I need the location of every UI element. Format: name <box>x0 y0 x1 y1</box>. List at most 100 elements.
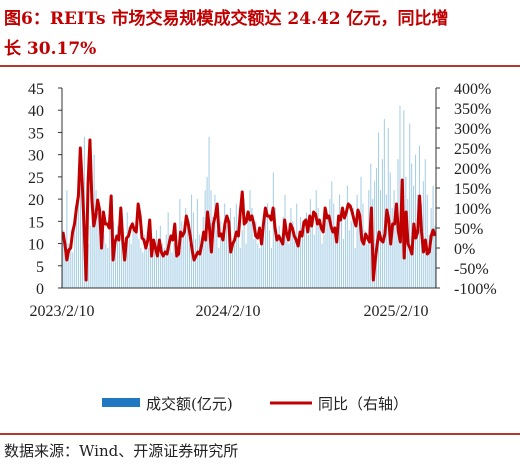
volume-bar <box>136 216 138 288</box>
volume-bar <box>157 252 159 288</box>
volume-bar <box>278 225 280 288</box>
volume-bar <box>344 216 346 288</box>
volume-bar <box>95 190 97 288</box>
volume-bar <box>366 243 368 288</box>
volume-bar <box>311 216 313 288</box>
volume-bar <box>101 230 103 288</box>
volume-bar <box>333 203 335 288</box>
volume-bar <box>202 216 204 288</box>
volume-bar <box>216 230 218 288</box>
volume-bar <box>270 248 272 288</box>
volume-bar <box>321 243 323 288</box>
volume-bar <box>268 230 270 288</box>
volume-bar <box>138 239 140 288</box>
x-tick-label: 2023/2/10 <box>30 303 95 320</box>
volume-bar <box>152 239 154 288</box>
volume-bar <box>424 159 426 288</box>
volume-bar <box>239 248 241 288</box>
volume-bar <box>302 225 304 288</box>
volume-bar <box>224 203 226 288</box>
volume-bar <box>124 252 126 288</box>
volume-bar <box>107 248 109 288</box>
volume-bar <box>153 248 156 288</box>
y-left-tick-label: 0 <box>36 281 44 298</box>
source-note: 数据来源：Wind、开源证券研究所 <box>4 442 239 460</box>
volume-bar <box>159 225 161 288</box>
volume-bar <box>218 248 220 288</box>
volume-bar <box>290 208 292 288</box>
volume-bar <box>422 181 424 288</box>
volume-bar <box>245 243 247 288</box>
volume-bar <box>387 128 389 288</box>
title-line-2: 长 30.17% <box>4 39 97 59</box>
volume-bar <box>266 203 269 288</box>
volume-bar <box>132 221 134 288</box>
y-left-tick-label: 5 <box>36 259 44 276</box>
volume-bar <box>342 239 345 288</box>
y-right-tick-label: 150% <box>454 181 491 198</box>
volume-bar <box>243 199 245 288</box>
volume-bar <box>346 185 348 288</box>
volume-bar <box>374 181 376 288</box>
volume-bar <box>276 234 278 288</box>
y-right-tick-labels: -100% -50% 0% 50% 100% 150% 200% 250% 300% 350% 40… <box>436 81 497 298</box>
volume-bar <box>189 243 191 288</box>
volume-bar <box>181 221 183 288</box>
volume-bar <box>307 234 309 288</box>
volume-bar <box>241 230 243 288</box>
volume-bar <box>128 234 130 288</box>
volume-bar <box>120 208 122 288</box>
volume-bar <box>329 199 331 288</box>
volume-bar <box>91 208 93 288</box>
volume-bar <box>298 239 300 288</box>
volume-bar <box>315 190 317 288</box>
x-tick-labels: 2023/2/10 2024/2/10 2025/2/10 <box>30 303 429 320</box>
volume-bar <box>169 239 171 288</box>
volume-bar <box>339 194 341 288</box>
y-right-tick-label: 300% <box>454 121 491 138</box>
volume-bar <box>175 230 177 288</box>
y-left-tick-label: 35 <box>28 125 44 142</box>
y-right-tick-label: 0% <box>454 241 475 258</box>
volume-bar <box>214 194 216 288</box>
volume-bar <box>89 225 91 288</box>
volume-bar <box>177 248 179 288</box>
volume-bar <box>337 225 339 288</box>
y-right-tick-label: 400% <box>454 81 491 98</box>
volume-bar <box>259 248 261 288</box>
volume-bar <box>144 234 146 288</box>
volume-bar <box>235 203 237 288</box>
title-line-1: 图6：REITs 市场交易规模成交额达 24.42 亿元，同比增 <box>4 9 449 29</box>
volume-bar <box>391 208 393 288</box>
volume-bar <box>327 216 329 288</box>
volume-bar <box>356 194 358 288</box>
volume-bar <box>142 252 144 288</box>
volume-bar <box>237 234 239 288</box>
bar-series <box>62 105 436 288</box>
volume-bar <box>383 119 385 288</box>
legend-line-label: 同比（右轴） <box>318 395 408 413</box>
volume-bar <box>212 216 214 288</box>
y-right-tick-label: -100% <box>454 281 497 298</box>
volume-bar <box>378 132 380 288</box>
volume-bar <box>187 225 189 288</box>
y-left-tick-label: 45 <box>28 81 44 98</box>
volume-bar <box>163 248 165 288</box>
volume-bar <box>79 168 82 288</box>
volume-bar <box>432 185 434 288</box>
volume-bar <box>64 239 66 288</box>
volume-bar <box>303 230 306 288</box>
volume-bar <box>395 221 397 288</box>
y-right-tick-label: -50% <box>454 261 489 278</box>
volume-bar <box>66 190 68 288</box>
volume-bar <box>376 168 378 288</box>
volume-bar <box>200 248 202 288</box>
volume-bar <box>165 234 167 288</box>
volume-bar <box>340 212 343 288</box>
volume-bar <box>393 190 395 288</box>
volume-bar <box>255 221 257 288</box>
volume-bar <box>74 225 76 288</box>
volume-bar <box>434 225 436 288</box>
x-tick-label: 2025/2/10 <box>364 303 429 320</box>
volume-bar <box>284 194 286 288</box>
